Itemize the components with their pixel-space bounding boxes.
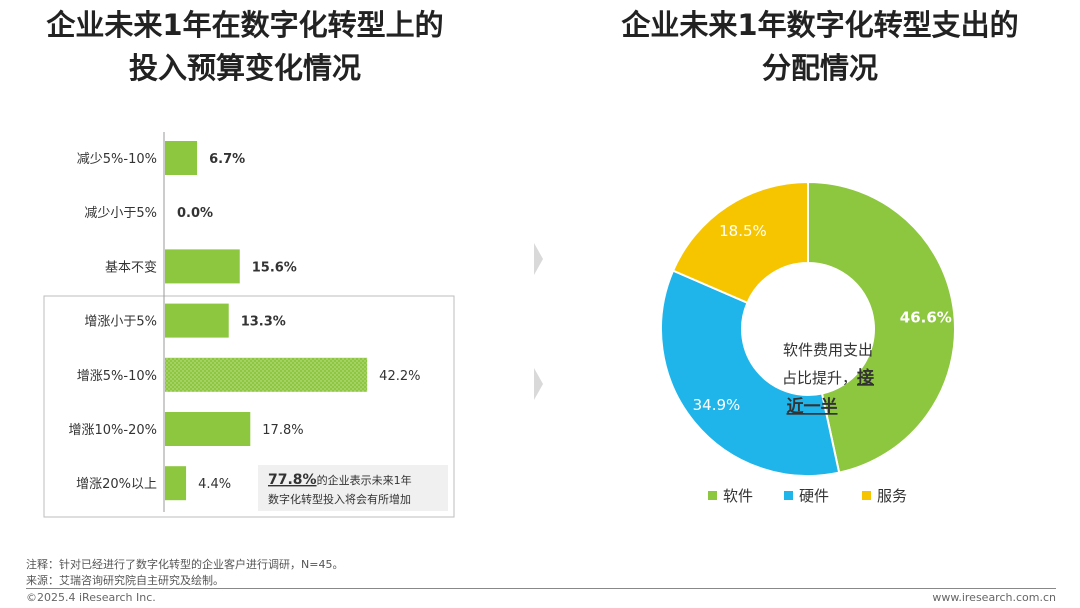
bar: [165, 303, 229, 338]
bar: [165, 466, 187, 501]
callout-line2: 数字化转型投入将会有所增加: [268, 492, 411, 506]
left-chart-title: 企业未来1年在数字化转型上的 投入预算变化情况: [0, 4, 490, 90]
bar-value-label: 4.4%: [198, 477, 231, 492]
bar-category-label: 减少小于5%: [84, 206, 157, 221]
bar-category-label: 增涨10%-20%: [69, 423, 157, 438]
bar-value-label: 6.7%: [209, 152, 245, 167]
bar-category-label: 增涨小于5%: [84, 315, 157, 330]
donut-slice-服务: [671, 180, 809, 305]
left-title-line1: 企业未来1年在数字化转型上的: [46, 8, 444, 42]
chevron-right-icon-2: [534, 368, 543, 400]
callout-highlight: 77.8%: [268, 472, 317, 488]
bar: [165, 249, 240, 284]
center-text-line3: 近一半: [787, 396, 838, 417]
center-text-line2-pre: 占比提升，: [782, 369, 857, 387]
bar: [165, 357, 368, 392]
right-title-line2: 分配情况: [761, 51, 878, 85]
slice-value-label: 18.5%: [719, 222, 767, 240]
legend-label: 软件: [723, 487, 753, 505]
legend-swatch: [708, 491, 717, 500]
donut-slice-硬件: [660, 269, 841, 477]
center-text-line1: 软件费用支出: [783, 341, 873, 359]
legend-swatch: [862, 491, 871, 500]
legend-label: 服务: [877, 487, 907, 505]
callout-line1: 77.8%的企业表示未来1年: [268, 472, 412, 488]
bar-value-label: 42.2%: [379, 369, 420, 384]
bar-value-label: 0.0%: [177, 206, 213, 221]
callout-box: [258, 465, 448, 511]
bar-category-label: 基本不变: [105, 259, 157, 275]
footer-copyright: ©2025.4 iResearch Inc.: [26, 591, 156, 604]
center-text-line2: 占比提升，接: [782, 367, 874, 388]
center-text-line2-em: 接: [857, 367, 874, 388]
increase-group-frame: [43, 295, 455, 518]
chart-note: 注释：针对已经进行了数字化转型的企业客户进行调研，N=45。: [26, 558, 344, 571]
bar-category-label: 增涨5%-10%: [77, 369, 157, 384]
legend-swatch: [784, 491, 793, 500]
bar-value-label: 15.6%: [252, 260, 297, 275]
left-title-line2: 投入预算变化情况: [128, 51, 361, 85]
chart-source: 来源：艾瑞咨询研究院自主研究及绘制。: [26, 574, 224, 587]
bar-value-label: 17.8%: [262, 423, 303, 438]
bar-value-label: 13.3%: [241, 315, 286, 330]
budget-change-bar-chart: 减少5%-10% 6.7% 减少小于5% 0.0% 基本不变 15.6% 增涨小于5% 13.…: [43, 132, 455, 518]
bar: [165, 141, 198, 175]
bar-category-label: 减少5%-10%: [77, 152, 157, 167]
footer-website: www.iresearch.com.cn: [932, 591, 1056, 604]
legend-label: 硬件: [799, 487, 829, 505]
callout-line1-rest: 的企业表示未来1年: [317, 473, 412, 487]
slice-value-label: 34.9%: [693, 396, 741, 414]
right-title-line1: 企业未来1年数字化转型支出的: [621, 8, 1019, 42]
bar-category-label: 增涨20%以上: [76, 477, 157, 492]
slice-value-label: 46.6%: [900, 308, 952, 326]
footer-divider: [26, 588, 1056, 589]
spending-allocation-donut-chart: 46.6% 34.9% 18.5% 软件费用支出 占比提升，接 近一半 软件 硬件 服务: [660, 180, 956, 505]
chevron-right-icon: [534, 243, 543, 275]
bar: [165, 412, 251, 446]
right-chart-title: 企业未来1年数字化转型支出的 分配情况: [560, 4, 1080, 90]
donut-slice-软件: [807, 180, 956, 474]
